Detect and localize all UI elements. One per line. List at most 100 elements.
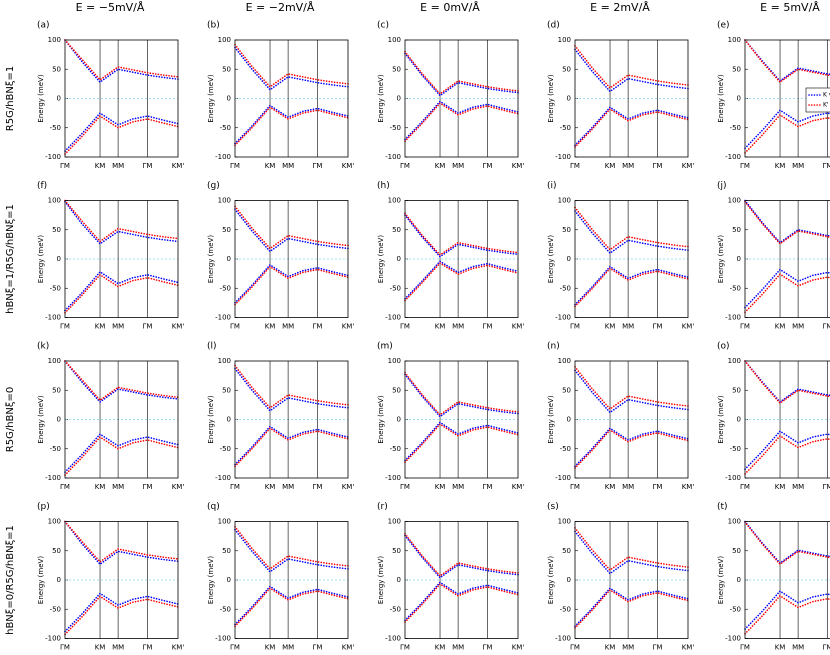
band bbox=[404, 581, 519, 622]
plot-frame bbox=[744, 521, 830, 639]
plot-frame bbox=[64, 521, 179, 639]
x-tick-label: ΓM bbox=[400, 323, 410, 331]
band bbox=[234, 104, 349, 145]
band bbox=[234, 427, 349, 468]
y-tick-label: 0 bbox=[227, 576, 231, 584]
panel-title: (r) bbox=[377, 502, 388, 512]
plot-frame bbox=[64, 360, 179, 479]
x-tick-label: KM bbox=[775, 644, 786, 652]
column-title: E = −2mV/Å bbox=[246, 1, 315, 14]
x-tick-label: ΓM bbox=[313, 323, 323, 331]
x-tick-label: ΓM bbox=[143, 162, 153, 170]
plot-frame bbox=[574, 39, 689, 158]
y-tick-label: 0 bbox=[737, 95, 741, 103]
x-tick-label: KM' bbox=[682, 323, 695, 331]
y-tick-label: -50 bbox=[50, 284, 61, 292]
band bbox=[574, 206, 689, 251]
band bbox=[574, 428, 689, 469]
y-tick-label: 100 bbox=[48, 197, 61, 205]
panel-title: (e) bbox=[717, 21, 730, 31]
y-tick-label: -100 bbox=[215, 635, 231, 643]
panel-title: (p) bbox=[37, 502, 50, 512]
x-tick-label: MM bbox=[622, 162, 634, 170]
band bbox=[234, 585, 349, 626]
x-tick-label: KM bbox=[605, 162, 616, 170]
y-tick-label: 0 bbox=[227, 416, 231, 424]
y-tick-label: -100 bbox=[45, 635, 61, 643]
x-tick-label: KM' bbox=[682, 483, 695, 491]
y-tick-label: -100 bbox=[555, 635, 571, 643]
x-tick-label: KM bbox=[265, 323, 276, 331]
band bbox=[404, 262, 519, 302]
y-axis-label: Energy (meV) bbox=[547, 74, 555, 122]
panel-title: (d) bbox=[547, 21, 560, 31]
band bbox=[404, 102, 519, 143]
y-tick-label: 0 bbox=[737, 255, 741, 263]
x-tick-label: ΓM bbox=[60, 323, 70, 331]
x-tick-label: MM bbox=[282, 644, 294, 652]
band bbox=[744, 39, 830, 83]
y-tick-label: -50 bbox=[390, 605, 401, 613]
y-axis-label: Energy (meV) bbox=[717, 235, 725, 283]
panel-title: (s) bbox=[547, 502, 559, 512]
y-tick-label: 50 bbox=[732, 65, 741, 73]
x-tick-label: KM' bbox=[172, 162, 185, 170]
band bbox=[574, 530, 689, 575]
y-tick-label: 100 bbox=[48, 357, 61, 365]
x-tick-label: ΓM bbox=[483, 162, 493, 170]
y-tick-label: 0 bbox=[567, 416, 571, 424]
band bbox=[574, 369, 689, 414]
band bbox=[404, 212, 519, 256]
band bbox=[64, 270, 179, 312]
y-tick-label: -100 bbox=[45, 314, 61, 322]
band bbox=[574, 265, 689, 306]
y-tick-label: -50 bbox=[730, 284, 741, 292]
band bbox=[574, 48, 689, 93]
x-tick-label: ΓM bbox=[483, 483, 493, 491]
x-tick-label: ΓM bbox=[823, 644, 830, 652]
y-tick-label: 0 bbox=[57, 416, 61, 424]
plot-frame bbox=[234, 360, 349, 479]
x-tick-label: KM bbox=[265, 483, 276, 491]
column-title: E = −5mV/Å bbox=[76, 1, 145, 14]
plot-frame bbox=[234, 521, 349, 639]
y-tick-label: 0 bbox=[397, 95, 401, 103]
x-tick-label: ΓM bbox=[230, 483, 240, 491]
y-tick-label: 100 bbox=[388, 197, 401, 205]
band bbox=[234, 425, 349, 466]
y-tick-label: -50 bbox=[390, 445, 401, 453]
band bbox=[404, 100, 519, 141]
y-tick-label: 50 bbox=[562, 386, 571, 394]
band bbox=[64, 520, 179, 566]
y-tick-label: 100 bbox=[218, 197, 231, 205]
y-tick-label: -50 bbox=[50, 445, 61, 453]
x-tick-label: ΓM bbox=[400, 162, 410, 170]
x-tick-label: ΓM bbox=[230, 162, 240, 170]
x-tick-label: KM' bbox=[342, 644, 355, 652]
y-tick-label: 50 bbox=[732, 386, 741, 394]
band bbox=[404, 421, 519, 462]
band bbox=[234, 587, 349, 628]
y-tick-label: 0 bbox=[397, 576, 401, 584]
y-tick-label: 100 bbox=[558, 197, 571, 205]
x-tick-label: ΓM bbox=[823, 323, 830, 331]
x-tick-label: ΓM bbox=[143, 323, 153, 331]
band bbox=[234, 46, 349, 91]
y-tick-label: -50 bbox=[220, 445, 231, 453]
y-tick-label: -50 bbox=[220, 284, 231, 292]
x-tick-label: MM bbox=[792, 162, 804, 170]
band bbox=[234, 364, 349, 409]
band bbox=[234, 367, 349, 412]
band bbox=[744, 39, 830, 84]
y-tick-label: 100 bbox=[558, 357, 571, 365]
y-tick-label: -50 bbox=[560, 284, 571, 292]
y-tick-label: 50 bbox=[562, 226, 571, 234]
y-axis-label: Energy (meV) bbox=[37, 235, 45, 283]
